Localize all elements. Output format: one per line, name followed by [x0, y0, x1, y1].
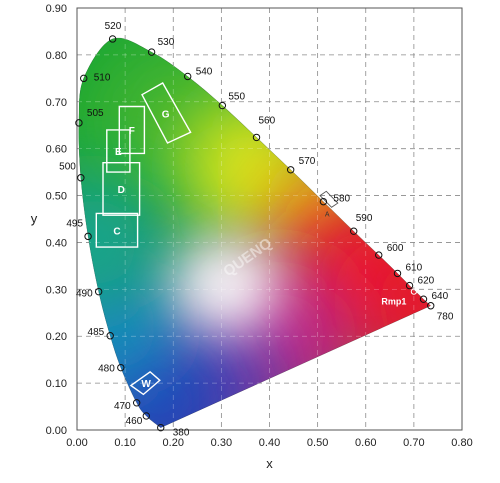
x-tick-label: 0.00 — [66, 437, 87, 449]
wavelength-point — [80, 74, 88, 83]
wavelength-point — [117, 363, 125, 372]
y-tick-label: 0.60 — [46, 144, 67, 156]
y-tick-label: 0.40 — [46, 237, 67, 249]
wavelength-label: 610 — [406, 262, 423, 273]
wavelength-point — [286, 166, 295, 174]
wavelength-point — [427, 302, 435, 310]
wavelength-points: 380 460 470 480 485 490 495 500 505 510 520 530 540 5… — [59, 21, 454, 439]
wavelength-label: 470 — [114, 401, 131, 412]
y-tick-label: 0.80 — [46, 50, 67, 62]
x-tick-label: 0.40 — [259, 437, 280, 449]
rmp1-point — [410, 288, 417, 295]
bin-region-label: C — [113, 226, 120, 237]
wavelength-label: 540 — [196, 66, 213, 77]
wavelength-label: 505 — [87, 108, 104, 119]
wavelength-point — [319, 197, 328, 206]
wavelength-label: 640 — [432, 291, 449, 302]
wavelength-label: 510 — [94, 72, 111, 83]
y-tick-label: 0.20 — [46, 331, 67, 343]
bin-region-f — [118, 105, 146, 155]
bin-regions: G FE D C W A — [95, 82, 339, 396]
x-tick-label: 0.80 — [451, 437, 472, 449]
x-tick-label: 0.30 — [211, 437, 232, 449]
y-tick-label: 0.30 — [46, 284, 67, 296]
wavelength-label: 590 — [356, 213, 373, 224]
gamut-color-blob — [78, 256, 181, 397]
wavelength-label: 480 — [98, 364, 115, 375]
wavelength-label: 620 — [418, 276, 435, 287]
wavelength-point — [350, 227, 358, 235]
y-tick-label: 0.90 — [46, 3, 67, 15]
wavelength-point — [405, 281, 414, 290]
wavelength-point — [106, 332, 114, 340]
x-tick-label: 0.60 — [355, 437, 376, 449]
color-gamut-fill — [78, 37, 431, 428]
wavelength-label: 550 — [228, 92, 245, 103]
bin-region-w — [129, 371, 161, 396]
bin-region-g — [141, 82, 192, 144]
wavelength-point — [147, 48, 156, 56]
x-tick-label: 0.70 — [403, 437, 424, 449]
wavelength-label: 500 — [59, 162, 76, 173]
wavelength-label: 580 — [333, 194, 350, 205]
wavelength-label: 570 — [299, 156, 316, 167]
plot-frame — [76, 7, 463, 431]
wavelength-point — [419, 295, 428, 303]
rmp1-label: Rmp1 — [381, 297, 406, 307]
wavelength-label: 490 — [76, 289, 93, 300]
bin-region-d — [102, 161, 141, 216]
wavelength-label: 600 — [387, 243, 404, 254]
bin-region-label: D — [118, 185, 125, 196]
y-tick-label: 0.00 — [46, 425, 67, 437]
wavelength-label: 560 — [259, 115, 276, 126]
wavelength-point — [94, 287, 103, 296]
white-point-glow — [171, 236, 282, 333]
bin-region-label: F — [129, 126, 135, 137]
axis-ticks: 0.00 0.10 0.20 0.30 0.40 0.50 0.60 0.70 0.80 0.00… — [46, 3, 473, 449]
spectral-locus-outline — [78, 37, 432, 429]
wavelength-label: 495 — [66, 218, 83, 229]
bin-region-label: W — [141, 379, 151, 390]
amber-bin-label: A — [325, 212, 330, 219]
gamut-color-blob — [353, 233, 431, 374]
wavelength-point — [375, 251, 383, 259]
wavelength-point — [75, 119, 83, 127]
wavelength-label: 460 — [126, 416, 143, 427]
wavelength-point — [252, 133, 261, 142]
wavelength-point — [218, 101, 227, 110]
wavelength-point — [108, 35, 117, 43]
wavelength-point — [157, 423, 165, 432]
wavelength-point — [393, 269, 402, 278]
y-axis-title: y — [31, 211, 38, 226]
wavelength-point — [77, 174, 85, 182]
plot-border — [76, 7, 463, 431]
x-axis-title: x — [266, 456, 273, 471]
wavelength-point — [132, 399, 141, 407]
wavelength-label: 520 — [105, 21, 122, 32]
wavelength-label: 485 — [88, 327, 105, 338]
y-tick-label: 0.70 — [46, 97, 67, 109]
bin-region-c — [95, 212, 139, 248]
bin-region-label: E — [115, 147, 122, 158]
bin-region-label: G — [162, 109, 170, 120]
amber-bin-box — [319, 190, 339, 208]
y-tick-label: 0.10 — [46, 378, 67, 390]
gamut-color-blob — [78, 172, 162, 313]
wavelength-point — [142, 412, 151, 420]
wavelength-label: 380 — [173, 428, 190, 439]
x-tick-label: 0.20 — [163, 437, 184, 449]
y-tick-label: 0.50 — [46, 191, 67, 203]
wavelength-label: 780 — [437, 312, 454, 323]
wavelength-label: 530 — [158, 37, 175, 48]
x-tick-label: 0.10 — [114, 437, 135, 449]
wavelength-point — [183, 72, 192, 81]
x-tick-label: 0.50 — [307, 437, 328, 449]
bin-region-e — [106, 129, 131, 173]
wavelength-point — [84, 232, 92, 241]
